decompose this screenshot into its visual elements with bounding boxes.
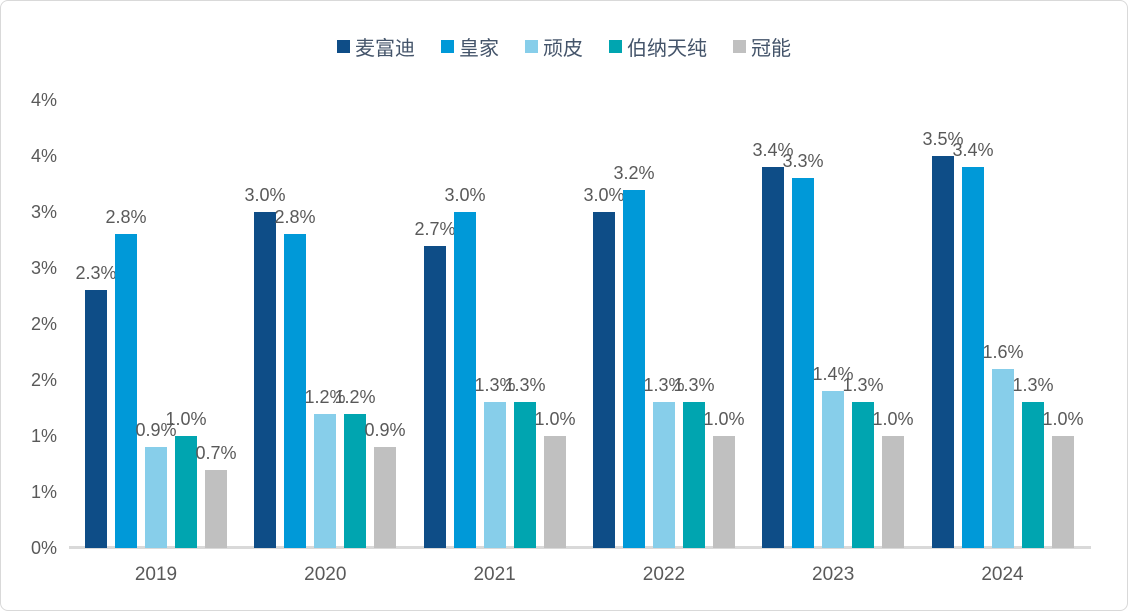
y-axis-tick-label: 1% — [30, 482, 57, 502]
legend-item-4: 冠能 — [733, 32, 791, 61]
bar-皇家-2023 — [792, 178, 814, 548]
x-axis-category-label: 2021 — [473, 564, 516, 585]
bar-value-label: 0.9% — [364, 420, 406, 440]
bar-皇家-2024 — [962, 167, 984, 548]
bar-麦富迪-2024 — [932, 156, 954, 548]
bar-伯纳天纯-2020 — [344, 414, 366, 548]
bar-顽皮-2024 — [992, 369, 1014, 548]
bar-value-label: 2.7% — [414, 219, 456, 239]
legend-swatch — [337, 40, 350, 53]
bar-value-label: 1.6% — [982, 342, 1024, 362]
bar-顽皮-2019 — [145, 447, 167, 548]
bar-value-label: 2.8% — [105, 207, 147, 227]
bar-value-label: 3.3% — [782, 151, 824, 171]
y-axis-tick-label: 3% — [30, 202, 57, 222]
legend-item-3: 伯纳天纯 — [609, 32, 707, 61]
bar-冠能-2023 — [882, 436, 904, 548]
legend-swatch — [609, 40, 622, 53]
bar-皇家-2020 — [284, 234, 306, 548]
bar-伯纳天纯-2023 — [852, 402, 874, 548]
bar-value-label: 3.0% — [244, 185, 286, 205]
bar-皇家-2022 — [623, 190, 645, 548]
bar-顽皮-2021 — [484, 402, 506, 548]
bar-value-label: 2.3% — [75, 263, 117, 283]
bar-value-label: 3.5% — [922, 129, 964, 149]
x-axis-category-label: 2020 — [304, 564, 347, 585]
y-axis-tick-label: 2% — [30, 314, 57, 334]
x-axis-category-label: 2019 — [134, 564, 178, 585]
y-axis-tick-label: 0% — [30, 538, 57, 558]
legend-label: 顽皮 — [543, 38, 583, 60]
bar-伯纳天纯-2021 — [514, 402, 536, 548]
bar-value-label: 3.0% — [444, 185, 486, 205]
bar-冠能-2022 — [713, 436, 735, 548]
x-axis-line — [69, 546, 1091, 549]
y-axis-tick-label: 3% — [30, 258, 57, 278]
x-axis-category-label: 2024 — [981, 564, 1024, 585]
bar-value-label: 1.3% — [643, 375, 685, 395]
bar-value-label: 1.3% — [842, 375, 884, 395]
bar-value-label: 2.8% — [274, 207, 316, 227]
bar-麦富迪-2019 — [85, 290, 107, 548]
bar-麦富迪-2022 — [593, 212, 615, 548]
bar-value-label: 0.7% — [195, 443, 237, 463]
y-axis-tick-label: 2% — [30, 370, 57, 390]
x-axis-category-label: 2023 — [812, 564, 855, 585]
bar-value-label: 3.2% — [613, 163, 655, 183]
bar-冠能-2024 — [1052, 436, 1074, 548]
bar-value-label: 1.3% — [474, 375, 516, 395]
bar-value-label: 1.2% — [304, 387, 346, 407]
bar-value-label: 1.3% — [504, 375, 546, 395]
bar-伯纳天纯-2019 — [175, 436, 197, 548]
y-axis-tick-label: 4% — [30, 146, 57, 166]
bar-伯纳天纯-2022 — [683, 402, 705, 548]
bar-value-label: 1.4% — [812, 364, 854, 384]
y-axis-tick-label: 4% — [30, 90, 57, 110]
legend-item-1: 皇家 — [441, 32, 499, 61]
legend-item-0: 麦富迪 — [337, 32, 415, 61]
legend-label: 麦富迪 — [355, 38, 415, 60]
bar-value-label: 1.0% — [1042, 409, 1084, 429]
bar-顽皮-2022 — [653, 402, 675, 548]
bar-value-label: 3.4% — [952, 140, 994, 160]
bar-value-label: 3.4% — [752, 140, 794, 160]
y-axis-tick-label: 1% — [30, 426, 57, 446]
bar-冠能-2019 — [205, 470, 227, 548]
legend-item-2: 顽皮 — [525, 32, 583, 61]
bar-value-label: 1.0% — [872, 409, 914, 429]
bar-麦富迪-2021 — [424, 246, 446, 548]
bar-value-label: 0.9% — [135, 420, 177, 440]
bar-伯纳天纯-2024 — [1022, 402, 1044, 548]
bar-value-label: 1.0% — [165, 409, 207, 429]
bar-冠能-2021 — [544, 436, 566, 548]
x-axis-category-label: 2022 — [642, 564, 686, 585]
legend-swatch — [733, 40, 746, 53]
bar-value-label: 1.2% — [334, 387, 376, 407]
bar-麦富迪-2020 — [254, 212, 276, 548]
legend-label: 皇家 — [459, 38, 499, 60]
bar-value-label: 1.3% — [1012, 375, 1054, 395]
bar-value-label: 1.0% — [534, 409, 576, 429]
bar-皇家-2021 — [454, 212, 476, 548]
bar-顽皮-2020 — [314, 414, 336, 548]
legend-swatch — [441, 40, 454, 53]
bar-冠能-2020 — [374, 447, 396, 548]
bar-麦富迪-2023 — [762, 167, 784, 548]
legend-label: 冠能 — [751, 38, 791, 60]
bar-value-label: 3.0% — [583, 185, 625, 205]
bar-顽皮-2023 — [822, 391, 844, 548]
bar-value-label: 1.0% — [703, 409, 745, 429]
bar-皇家-2019 — [115, 234, 137, 548]
legend-swatch — [525, 40, 538, 53]
legend-label: 伯纳天纯 — [627, 38, 707, 60]
legend: 麦富迪 皇家 顽皮 伯纳天纯 冠能 — [1, 32, 1127, 61]
bar-value-label: 1.3% — [673, 375, 715, 395]
